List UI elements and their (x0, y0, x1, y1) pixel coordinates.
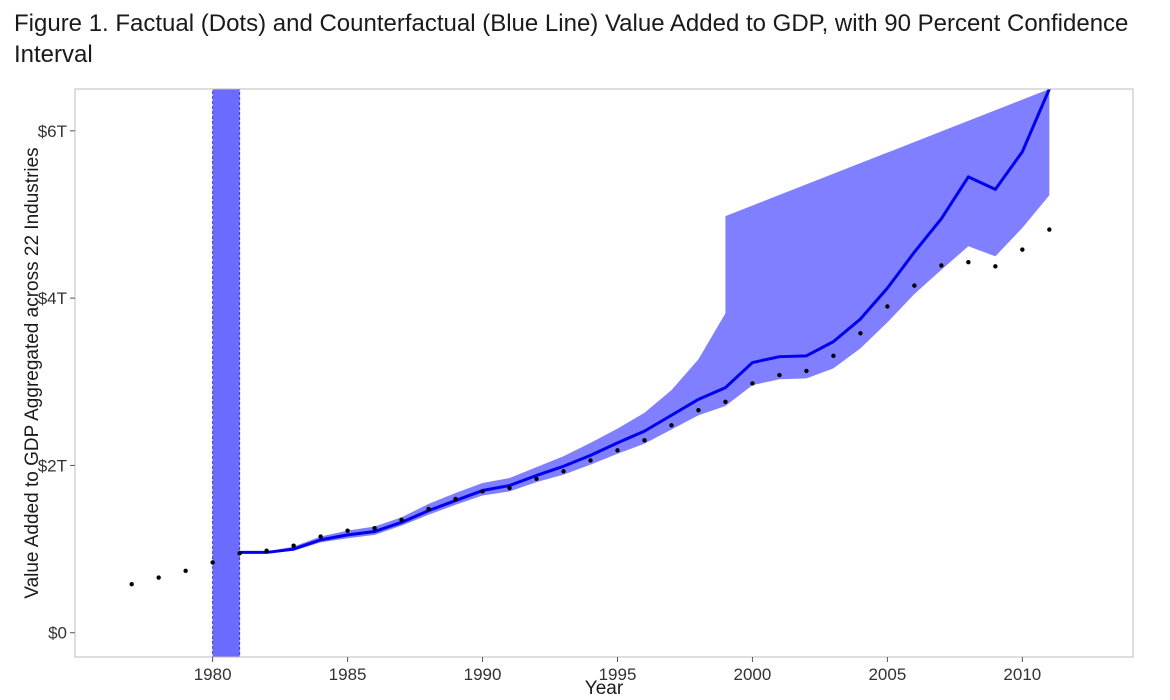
factual-dot-2011 (1047, 227, 1052, 232)
factual-dot-2002 (804, 368, 809, 374)
factual-dot-1996 (642, 438, 647, 443)
y-tick-label-0: $0 (48, 624, 67, 643)
factual-dot-1982 (264, 548, 269, 553)
factual-dot-2007 (939, 263, 944, 268)
factual-dot-2009 (993, 264, 998, 269)
factual-dot-1991 (507, 485, 512, 491)
line-layer (239, 89, 1051, 554)
treatment-period-band (212, 89, 241, 657)
factual-dot-1995 (615, 448, 620, 453)
y-tick-label-4: $4T (38, 289, 67, 308)
factual-dot-2004 (858, 331, 863, 336)
factual-dot-1978 (156, 575, 161, 580)
axes-layer: 1980 1985 1990 1995 2000 2005 2010 $0 $2T $4T $6T Y… (22, 122, 1041, 699)
factual-dot-1998 (696, 408, 701, 413)
x-tick-label-1985: 1985 (329, 665, 367, 684)
factual-dot-2006 (912, 283, 917, 288)
factual-dot-2001 (777, 372, 782, 378)
bands-layer (212, 89, 1050, 657)
x-tick-label-2005: 2005 (868, 665, 906, 684)
factual-dot-1992 (534, 476, 539, 482)
y-tick-label-2: $2T (38, 456, 67, 475)
factual-dot-1994 (588, 458, 593, 463)
panel-border (74, 88, 1134, 658)
x-tick-label-2000: 2000 (734, 665, 772, 684)
factual-dot-1988 (426, 506, 431, 512)
counterfactual-line (239, 89, 1051, 554)
factual-dot-1987 (399, 517, 404, 523)
x-tick-label-1980: 1980 (194, 665, 232, 684)
x-tick-label-1990: 1990 (464, 665, 502, 684)
factual-dot-2005 (885, 304, 890, 309)
factual-dot-2003 (831, 353, 836, 359)
factual-dot-1989 (453, 496, 458, 502)
factual-dot-1990 (480, 489, 485, 494)
factual-dot-2000 (750, 381, 755, 386)
factual-dot-1981 (237, 551, 242, 556)
factual-dot-1984 (318, 534, 323, 539)
factual-dot-1983 (291, 543, 296, 548)
x-tick-label-2010: 2010 (1003, 665, 1041, 684)
factual-dot-1999 (723, 399, 728, 405)
factual-dot-1985 (345, 528, 350, 533)
factual-dot-2008 (966, 259, 971, 265)
x-tick-label-1995: 1995 (599, 665, 637, 684)
factual-dot-1993 (561, 469, 566, 474)
factual-dot-1997 (669, 423, 674, 428)
chart-title: Figure 1. Factual (Dots) and Counterfact… (14, 10, 1129, 68)
y-tick-label-6: $6T (38, 122, 67, 141)
factual-dot-2010 (1020, 247, 1025, 252)
y-axis-title: Value Added to GDP Aggregated across 22 … (22, 147, 43, 598)
confidence-interval-band (239, 89, 1050, 554)
factual-dot-1980 (210, 560, 215, 565)
factual-dot-1979 (183, 568, 188, 574)
frame-layer (74, 88, 1134, 658)
x-axis-title: Year (585, 678, 624, 699)
factual-dot-1977 (129, 582, 134, 587)
factual-dot-1986 (372, 525, 377, 531)
dots-layer (129, 227, 1052, 587)
